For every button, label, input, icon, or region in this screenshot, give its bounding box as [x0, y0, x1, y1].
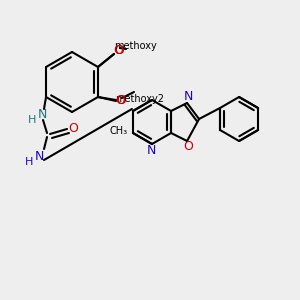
Text: N: N [146, 145, 156, 158]
Text: O: O [115, 94, 125, 106]
Text: H: H [25, 157, 33, 167]
Text: O: O [183, 140, 193, 154]
Text: N: N [183, 91, 193, 103]
Text: H: H [28, 115, 36, 125]
Text: O: O [116, 94, 126, 106]
Text: O: O [114, 44, 124, 56]
Text: O: O [68, 122, 78, 136]
Text: N: N [34, 151, 44, 164]
Text: CH₃: CH₃ [110, 126, 128, 136]
Text: methoxy2: methoxy2 [116, 94, 164, 104]
Text: methoxy: methoxy [115, 41, 158, 51]
Text: O: O [113, 44, 123, 56]
Text: N: N [37, 109, 47, 122]
